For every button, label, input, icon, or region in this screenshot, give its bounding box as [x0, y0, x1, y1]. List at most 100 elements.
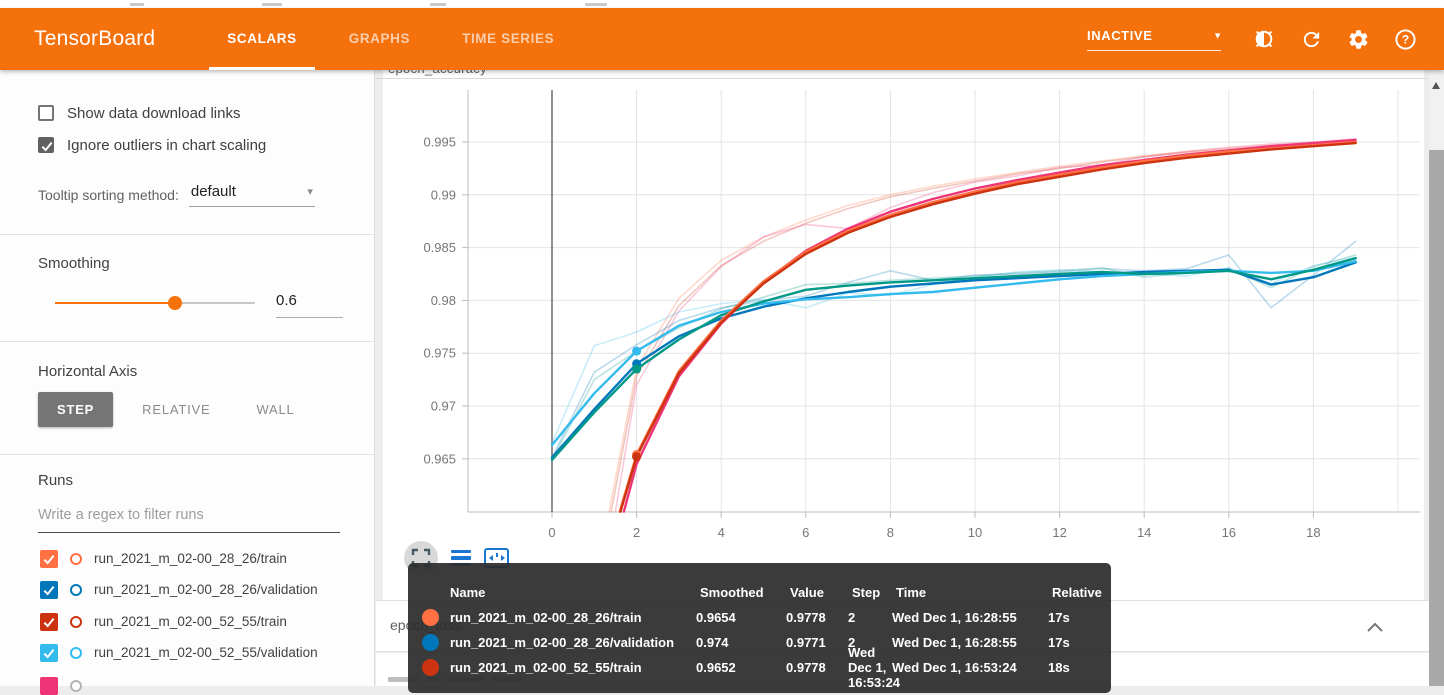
- run-color-circle-icon[interactable]: [70, 583, 82, 596]
- run-color-circle-icon[interactable]: [70, 615, 82, 628]
- slider-fill: [55, 302, 175, 304]
- tooltip-time: Wed Dec 1, 16:28:55: [892, 635, 1017, 650]
- checkbox-label: Show data download links: [67, 104, 241, 122]
- checkbox-label: Ignore outliers in chart scaling: [67, 136, 267, 154]
- status-dropdown-value: INACTIVE: [1087, 27, 1153, 43]
- clipped-text-fragment: [262, 3, 282, 6]
- horizontal-axis-toggle: STEP RELATIVE WALL: [38, 392, 312, 427]
- tooltip-col-step: Step: [852, 585, 881, 600]
- refresh-icon[interactable]: [1299, 27, 1323, 51]
- axis-relative-button[interactable]: RELATIVE: [142, 402, 211, 417]
- show-download-links-row[interactable]: Show data download links: [38, 103, 240, 123]
- app-bar: TensorBoard SCALARS GRAPHS TIME SERIES I…: [0, 8, 1444, 70]
- smoothing-value-field[interactable]: 0.6: [276, 292, 343, 318]
- tooltip-sorting-select[interactable]: default ▾: [188, 183, 315, 207]
- tooltip-header-row: Name Smoothed Value Step Time Relative: [408, 580, 1111, 605]
- tab-scalars[interactable]: SCALARS: [201, 8, 322, 70]
- tab-graphs[interactable]: GRAPHS: [348, 31, 411, 46]
- tooltip-value: 0.9771: [786, 635, 826, 650]
- collapse-section-icon[interactable]: [1367, 619, 1383, 637]
- tooltip-value: 0.9778: [786, 660, 826, 675]
- run-checkbox[interactable]: [40, 612, 58, 631]
- smoothing-label: Smoothing: [38, 255, 110, 272]
- slider-thumb[interactable]: [168, 296, 182, 310]
- svg-text:0.975: 0.975: [423, 346, 456, 361]
- svg-text:0.985: 0.985: [423, 240, 456, 255]
- tooltip-col-time: Time: [896, 585, 927, 600]
- chevron-down-icon: ▾: [307, 186, 313, 198]
- axis-step-button[interactable]: STEP: [38, 392, 114, 427]
- tooltip-col-relative: Relative: [1052, 585, 1102, 600]
- tooltip-col-name: Name: [450, 585, 486, 600]
- tab-time-series[interactable]: TIME SERIES: [462, 31, 555, 46]
- tooltip-sorting-label: Tooltip sorting method:: [38, 187, 179, 203]
- tooltip-run-name: run_2021_m_02-00_52_55/train: [450, 660, 642, 675]
- run-label: run_2021_m_02-00_28_26/validation: [94, 582, 318, 597]
- tooltip-row: run_2021_m_02-00_28_26/train 0.9654 0.97…: [408, 605, 1111, 630]
- divider: [0, 341, 374, 342]
- svg-text:4: 4: [718, 525, 725, 540]
- svg-text:2: 2: [633, 525, 640, 540]
- run-list-item[interactable]: run_2021_m_02-00_28_26/validation: [40, 580, 318, 599]
- horizontal-axis-label: Horizontal Axis: [38, 363, 138, 380]
- chevron-down-icon: ▾: [1214, 29, 1221, 42]
- app-title: TensorBoard: [34, 27, 156, 50]
- tooltip-smoothed: 0.9652: [696, 660, 736, 675]
- scrollbar-thumb[interactable]: [1429, 150, 1444, 686]
- accuracy-line-chart[interactable]: 0.995 0.99 0.985 0.98 0.975 0.97 0.965 0 2 4 6 8 10 1…: [380, 78, 1429, 578]
- checkbox-checked-icon[interactable]: [38, 137, 54, 153]
- settings-gear-icon[interactable]: [1346, 27, 1370, 51]
- tooltip-value: 0.9778: [786, 610, 826, 625]
- clipped-text-fragment: [130, 3, 144, 6]
- svg-text:0.965: 0.965: [423, 451, 456, 466]
- run-list-item[interactable]: run_2021_m_02-00_52_55/validation: [40, 643, 318, 662]
- run-label: run_2021_m_02-00_52_55/validation: [94, 645, 318, 660]
- run-color-dot: [422, 634, 439, 651]
- scroll-up-arrow-icon[interactable]: [1432, 82, 1440, 89]
- tooltip-step: 2: [848, 635, 856, 650]
- tooltip-smoothed: 0.974: [696, 635, 729, 650]
- divider: [0, 234, 374, 235]
- divider: [0, 454, 374, 455]
- tooltip-step: Wed Dec 1, 16:53:24: [848, 645, 901, 690]
- svg-text:0.99: 0.99: [431, 187, 456, 202]
- tab-bar: SCALARS GRAPHS TIME SERIES: [201, 8, 580, 70]
- run-list-item[interactable]: run_2021_m_02-00_28_26/train: [40, 549, 287, 568]
- run-checkbox[interactable]: [40, 643, 58, 662]
- axis-wall-button[interactable]: WALL: [256, 402, 295, 417]
- svg-text:0: 0: [548, 525, 555, 540]
- clipped-text-fragment: [585, 3, 607, 6]
- runs-filter-input[interactable]: Write a regex to filter runs: [38, 507, 340, 533]
- help-icon[interactable]: ?: [1393, 27, 1417, 51]
- ignore-outliers-row[interactable]: Ignore outliers in chart scaling: [38, 135, 266, 155]
- tooltip-col-smoothed: Smoothed: [700, 585, 764, 600]
- svg-text:10: 10: [968, 525, 982, 540]
- run-color-circle-icon[interactable]: [70, 552, 82, 565]
- tooltip-time: Wed Dec 1, 16:53:24: [892, 660, 1017, 675]
- brightness-icon[interactable]: [1252, 27, 1276, 51]
- run-color-dot: [422, 609, 439, 626]
- run-checkbox[interactable]: [40, 580, 58, 599]
- svg-text:8: 8: [887, 525, 894, 540]
- section-divider: [376, 78, 1429, 79]
- svg-text:0.98: 0.98: [431, 293, 456, 308]
- chart-tooltip-panel: Name Smoothed Value Step Time Relative r…: [408, 563, 1111, 693]
- svg-text:12: 12: [1052, 525, 1066, 540]
- smoothing-slider[interactable]: [55, 296, 255, 310]
- run-color-circle-icon[interactable]: [70, 646, 82, 659]
- checkbox-unchecked-icon[interactable]: [38, 105, 54, 121]
- status-dropdown[interactable]: INACTIVE ▾: [1087, 28, 1221, 51]
- tooltip-sorting-row: Tooltip sorting method: default ▾: [38, 183, 315, 207]
- tooltip-col-value: Value: [790, 585, 824, 600]
- tooltip-sorting-value: default: [190, 183, 236, 200]
- run-checkbox[interactable]: [40, 549, 58, 568]
- svg-text:14: 14: [1137, 525, 1151, 540]
- vertical-scrollbar[interactable]: [1429, 70, 1444, 686]
- tooltip-row: run_2021_m_02-00_28_26/validation 0.974 …: [408, 630, 1111, 655]
- runs-title: Runs: [38, 472, 74, 489]
- tooltip-smoothed: 0.9654: [696, 610, 736, 625]
- tooltip-run-name: run_2021_m_02-00_28_26/validation: [450, 635, 675, 650]
- tooltip-relative: 17s: [1048, 635, 1070, 650]
- clipped-chart-title: epoch_accuracy: [388, 70, 668, 78]
- run-list-item[interactable]: run_2021_m_02-00_52_55/train: [40, 612, 287, 631]
